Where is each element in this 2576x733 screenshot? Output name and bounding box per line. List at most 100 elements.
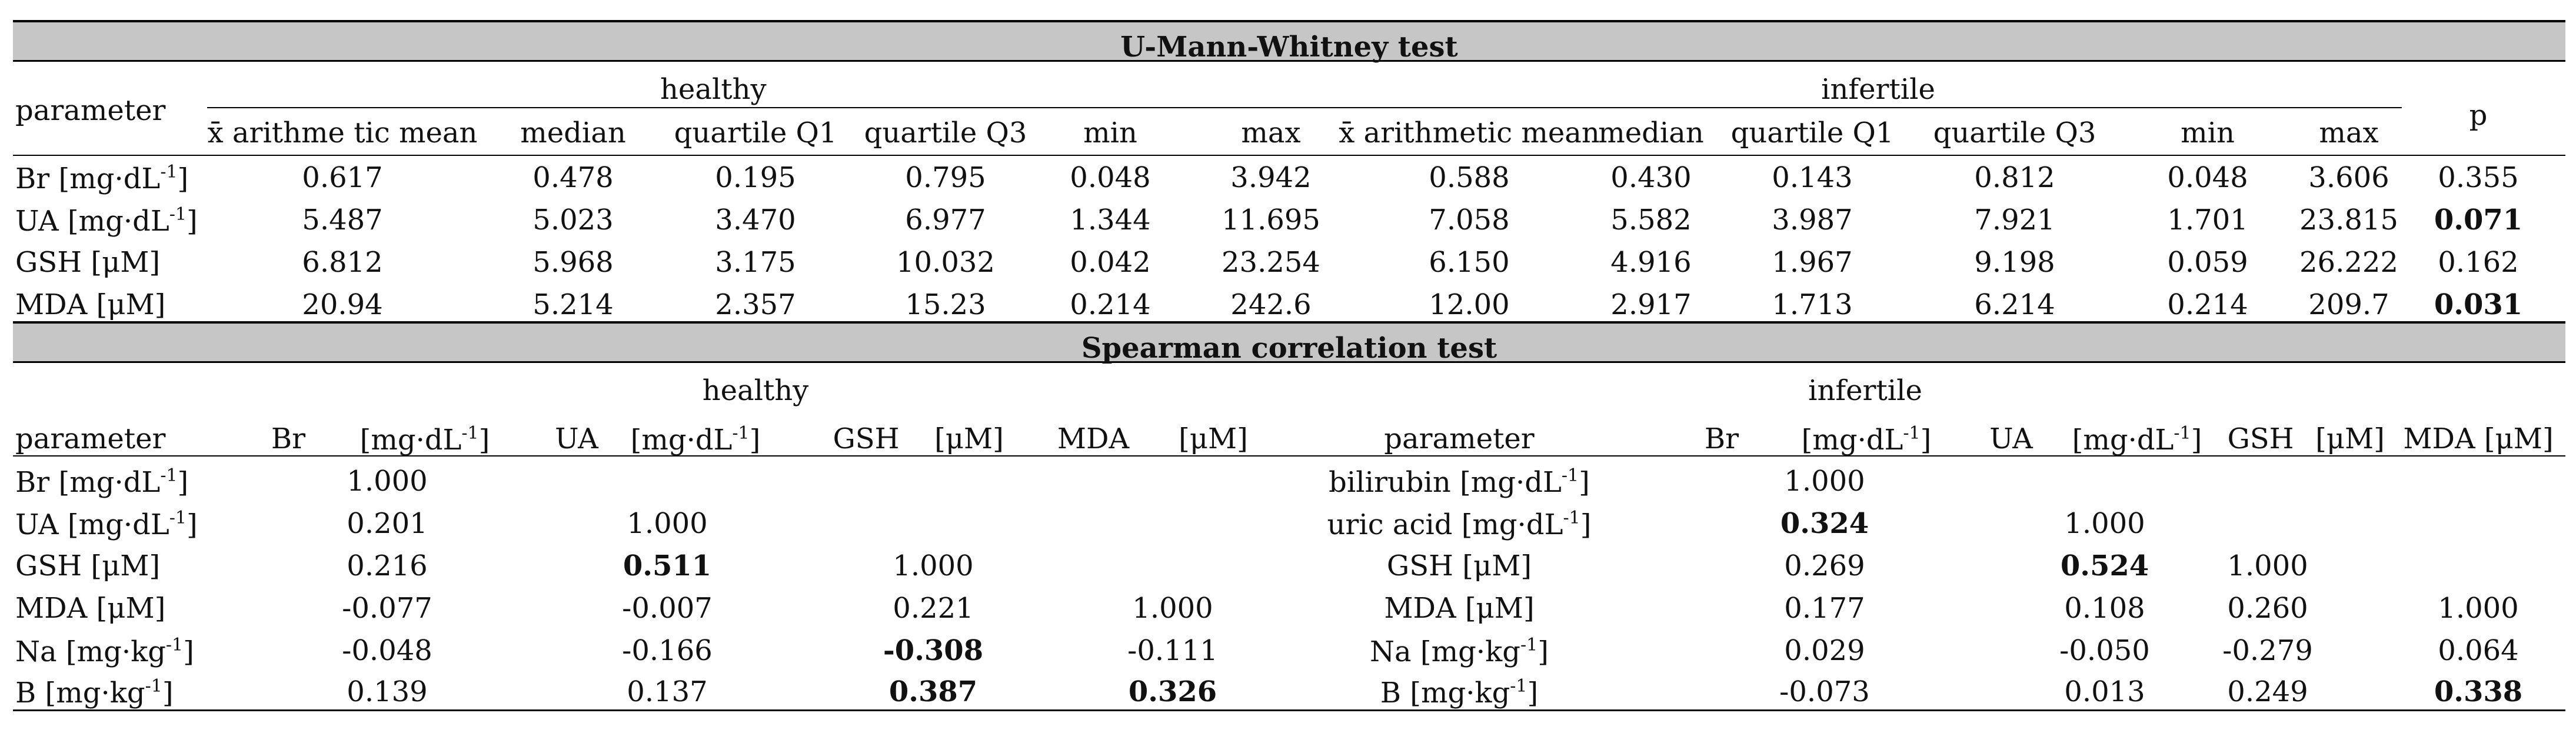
spearman-right-value: 0.249	[2227, 675, 2308, 708]
spearman-right-value: 0.013	[2064, 675, 2145, 708]
spearman-left-br-header: Br	[271, 422, 306, 455]
spearman-title: Spearman correlation test	[1081, 332, 1497, 365]
umw-healthy-value: 3.942	[1230, 161, 1312, 194]
spearman-right-parameter-header: parameter	[1384, 422, 1535, 455]
spearman-right-value: 0.029	[1784, 634, 1865, 667]
umw-infertile-value: 2.917	[1610, 288, 1692, 321]
umw-row-parameter: UA [mg·dL-1]	[15, 204, 198, 238]
spearman-left-row-parameter: Br [mg·dL-1]	[15, 465, 189, 499]
umw-infertile-value: 12.00	[1429, 288, 1510, 321]
umw-infertile-value: 1.713	[1772, 288, 1853, 321]
umw-infertile-value: 9.198	[1974, 246, 2055, 279]
umw-healthy-col-header: quartile Q3	[864, 116, 1027, 149]
spearman-right-value: -0.073	[1779, 675, 1870, 708]
umw-p-value: 0.162	[2438, 246, 2519, 279]
spearman-left-value: -0.077	[342, 592, 432, 625]
umw-infertile-value: 7.921	[1974, 204, 2055, 236]
spearman-right-br-header: Br	[1704, 422, 1739, 455]
spearman-left-value: 0.387	[888, 675, 978, 708]
spearman-left-ua-header: UA	[555, 422, 598, 455]
spearman-right-value: 0.108	[2064, 592, 2145, 625]
spearman-right-row-parameter: GSH [μM]	[1386, 549, 1532, 582]
spearman-left-br-unit: [mg·dL-1]	[360, 423, 490, 457]
umw-infertile-value: 0.588	[1429, 161, 1510, 194]
umw-healthy-value: 15.23	[905, 288, 986, 321]
spearman-left-gsh-unit: [μM]	[934, 422, 1004, 455]
umw-title-bar: U-Mann-Whitney test	[13, 20, 2565, 64]
spearman-left-value: -0.048	[342, 634, 432, 667]
umw-infertile-col-header: median	[1598, 116, 1704, 149]
umw-p-header: p	[2469, 99, 2488, 132]
spearman-left-value: -0.166	[622, 634, 713, 667]
spearman-left-parameter-header: parameter	[15, 422, 166, 455]
umw-healthy-value: 242.6	[1230, 288, 1312, 321]
spearman-right-value: -0.050	[2059, 634, 2150, 667]
spearman-right-ua-unit: [mg·dL-1]	[2072, 423, 2202, 457]
umw-healthy-value: 0.214	[1070, 288, 1151, 321]
umw-infertile-value: 0.143	[1772, 161, 1853, 194]
spearman-right-mda-header: MDA [μM]	[2403, 422, 2554, 455]
umw-infertile-value: 5.582	[1610, 204, 1692, 236]
umw-infertile-value: 0.214	[2167, 288, 2248, 321]
spearman-left-row-parameter: GSH [μM]	[15, 549, 161, 582]
umw-infertile-value: 0.059	[2167, 246, 2248, 279]
superscript: -1	[1903, 423, 1921, 444]
umw-healthy-value: 10.032	[896, 246, 995, 279]
umw-infertile-value: 209.7	[2308, 288, 2389, 321]
umw-infertile-col-header: min	[2181, 116, 2235, 149]
umw-infertile-value: 7.058	[1429, 204, 1510, 236]
spearman-left-row-parameter: B [mg·kg-1]	[15, 676, 174, 709]
spearman-infertile-group-header: infertile	[1808, 374, 1922, 407]
spearman-left-value: 1.000	[1132, 592, 1213, 625]
umw-healthy-col-header: max	[1241, 116, 1301, 149]
spearman-right-value: 1.000	[1784, 465, 1865, 498]
umw-healthy-value: 1.344	[1070, 204, 1151, 236]
superscript: -1	[169, 204, 187, 225]
spearman-left-value: 1.000	[627, 507, 708, 540]
spearman-right-row-parameter: uric acid [mg·dL-1]	[1327, 508, 1592, 541]
spearman-right-gsh-header: GSH	[2227, 422, 2294, 455]
umw-healthy-value: 3.470	[715, 204, 796, 236]
spearman-left-value: -0.111	[1127, 634, 1218, 667]
spearman-left-mda-header: MDA	[1057, 422, 1130, 455]
spearman-left-value: 1.000	[893, 549, 974, 582]
umw-infertile-col-header: quartile Q3	[1933, 116, 2096, 149]
spearman-left-value: 0.511	[623, 549, 712, 582]
umw-infertile-value: 6.214	[1974, 288, 2055, 321]
umw-p-value: 0.031	[2434, 288, 2523, 321]
superscript: -1	[1510, 676, 1527, 697]
umw-healthy-value: 5.968	[532, 246, 614, 279]
spearman-left-value: 0.139	[347, 675, 428, 708]
spearman-healthy-group-header: healthy	[702, 374, 809, 407]
umw-healthy-value: 0.195	[715, 161, 796, 194]
umw-healthy-value: 0.042	[1070, 246, 1151, 279]
umw-healthy-value: 0.478	[532, 161, 614, 194]
umw-healthy-value: 0.617	[302, 161, 383, 194]
spearman-left-value: -0.007	[622, 592, 713, 625]
spearman-right-row-parameter: bilirubin [mg·dL-1]	[1329, 465, 1590, 499]
spearman-right-value: -0.279	[2222, 634, 2313, 667]
spearman-right-value: 0.064	[2438, 634, 2519, 667]
spearman-header-rule	[13, 455, 2565, 457]
umw-infertile-value: 1.967	[1772, 246, 1853, 279]
spearman-left-value: 0.137	[627, 675, 708, 708]
superscript: -1	[169, 508, 187, 528]
spearman-right-value: 1.000	[2438, 592, 2519, 625]
umw-subheader-rule	[207, 107, 2402, 108]
umw-healthy-value: 6.977	[905, 204, 986, 236]
umw-infertile-value: 3.606	[2308, 161, 2389, 194]
superscript: -1	[461, 423, 479, 444]
umw-infertile-col-header: x̄ arithmetic mean	[1339, 116, 1600, 149]
umw-healthy-value: 2.357	[715, 288, 796, 321]
superscript: -1	[1563, 508, 1580, 528]
umw-healthy-value: 23.254	[1222, 246, 1320, 279]
umw-healthy-col-header: x̄ arithme tic mean	[207, 116, 478, 149]
umw-healthy-col-header: median	[520, 116, 626, 149]
spearman-right-value: 0.260	[2227, 592, 2308, 625]
spearman-left-row-parameter: UA [mg·dL-1]	[15, 508, 198, 541]
umw-parameter-header: parameter	[15, 94, 166, 127]
superscript: -1	[1561, 465, 1579, 486]
umw-infertile-value: 23.815	[2299, 204, 2398, 236]
spearman-right-value: 0.324	[1780, 507, 1869, 540]
spearman-right-value: 0.177	[1784, 592, 1865, 625]
